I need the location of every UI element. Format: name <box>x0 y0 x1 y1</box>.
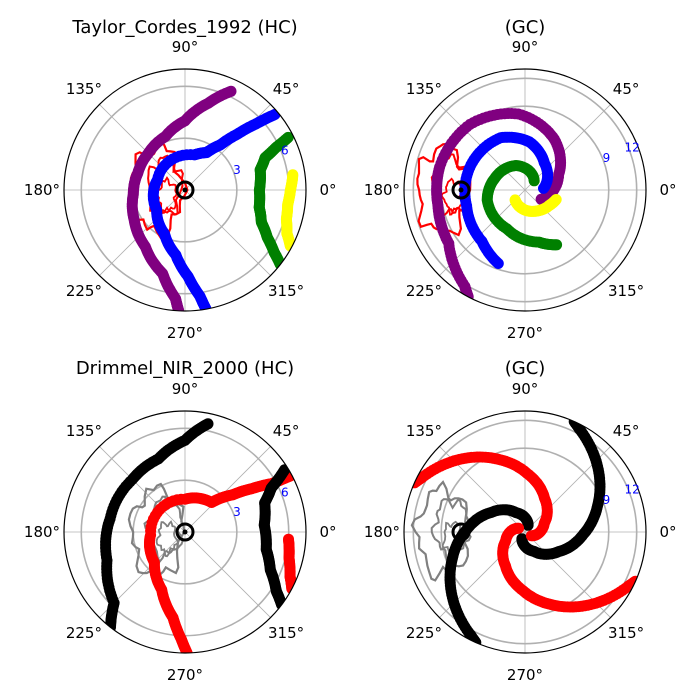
angle-tick-label: 315° <box>608 282 644 300</box>
angle-tick-label: 135° <box>66 422 102 440</box>
angle-tick-label: 0° <box>319 181 336 199</box>
contour-line <box>416 142 472 237</box>
radius-tick-label: 12 <box>625 140 640 154</box>
angle-tick-label: 180° <box>24 523 60 541</box>
angle-tick-label: 0° <box>659 181 676 199</box>
angle-tick-label: 45° <box>273 80 300 98</box>
angle-tick-label: 270° <box>167 324 203 342</box>
radius-tick-label: 9 <box>603 151 611 165</box>
angle-tick-label: 270° <box>507 324 543 342</box>
radius-gridline <box>440 447 610 617</box>
angle-tick-label: 90° <box>512 380 539 398</box>
angle-tick-label: 225° <box>406 282 442 300</box>
angle-tick-label: 0° <box>319 523 336 541</box>
polar-frame <box>63 68 307 312</box>
polar-frame <box>63 410 307 654</box>
panel-title: Drimmel_NIR_2000 (HC) <box>76 358 294 379</box>
polar-axes: 0° 45° 90° 135° 180° 225° 270° 315° 9 12 <box>364 380 677 684</box>
sun-marker <box>175 522 195 542</box>
data-point <box>492 258 504 269</box>
angle-tick-label: 90° <box>172 380 199 398</box>
angle-tick-label: 90° <box>512 38 539 56</box>
radius-gridline <box>412 419 638 645</box>
angle-tick-label: 0° <box>659 523 676 541</box>
sun-marker <box>175 180 195 200</box>
panel-title: Taylor_Cordes_1992 (HC) <box>71 17 297 38</box>
data-point <box>551 239 563 251</box>
radial-gridline <box>184 189 271 276</box>
polar-axes: 0° 45° 90° 135° 180° 225° 270° 315° 3 6 <box>24 380 337 684</box>
angle-tick-label: 315° <box>268 282 304 300</box>
radius-tick-label: 12 <box>625 482 640 496</box>
angle-tick-label: 135° <box>406 80 442 98</box>
radial-gridline <box>524 104 611 191</box>
panel-drimmel-nir-hc: Drimmel_NIR_2000 (HC) 0° 45° 90° 135° 180° 22… <box>24 358 337 684</box>
angle-tick-label: 315° <box>608 624 644 642</box>
radial-gridline <box>99 446 186 533</box>
data-point <box>181 647 193 653</box>
radial-gridline <box>184 446 271 533</box>
angle-tick-label: 180° <box>364 181 400 199</box>
polar-axes: 0° 45° 90° 135° 180° 225° 270° 315° 9 12 <box>364 38 677 342</box>
data-point <box>550 194 562 205</box>
plot-area <box>416 108 567 303</box>
plot-area <box>126 85 299 311</box>
sun-marker <box>451 180 471 200</box>
sun-marker-dot <box>458 187 464 193</box>
radius-gridline <box>412 77 638 303</box>
polar-frame <box>403 410 647 654</box>
radial-gridline <box>99 104 186 191</box>
radial-gridline <box>184 531 271 618</box>
radius-tick-label: 6 <box>281 485 289 499</box>
polar-axes: 0° 45° 90° 135° 180° 225° 270° 315° 3 6 <box>24 38 337 342</box>
angle-tick-label: 45° <box>273 422 300 440</box>
angle-tick-label: 45° <box>613 80 640 98</box>
angle-tick-label: 270° <box>507 666 543 684</box>
polar-frame <box>403 68 647 312</box>
sun-marker-dot <box>458 529 464 535</box>
angle-tick-label: 225° <box>66 282 102 300</box>
angle-tick-label: 180° <box>364 523 400 541</box>
panel-title: (GC) <box>505 17 546 38</box>
sun-marker-dot <box>182 187 188 193</box>
angle-tick-label: 315° <box>268 624 304 642</box>
angle-tick-label: 135° <box>66 80 102 98</box>
plot-area <box>100 418 298 653</box>
radius-tick-label: 6 <box>281 143 289 157</box>
panel-title: (GC) <box>505 358 546 379</box>
angle-tick-label: 90° <box>172 38 199 56</box>
angle-tick-label: 225° <box>66 624 102 642</box>
panel-taylor-cordes-hc: Taylor_Cordes_1992 (HC) 0° 45° 90° 135° 180°… <box>24 17 337 342</box>
radius-tick-label: 9 <box>603 493 611 507</box>
angle-tick-label: 135° <box>406 422 442 440</box>
contour-line <box>155 520 179 558</box>
angle-tick-label: 45° <box>613 422 640 440</box>
angle-tick-label: 225° <box>406 624 442 642</box>
angle-tick-label: 270° <box>167 666 203 684</box>
panel-gc-bottom: (GC) 0° 45° 90° 135° 180° 225° 270° 315° 9 12 <box>364 358 677 684</box>
radius-tick-label: 3 <box>233 163 241 177</box>
panel-gc-top: (GC) 0° 45° 90° 135° 180° 225° 270° 315° 9 12 <box>364 17 677 342</box>
radius-tick-label: 3 <box>233 505 241 519</box>
sun-marker <box>451 522 471 542</box>
sun-marker-dot <box>182 529 188 535</box>
angle-tick-label: 180° <box>24 181 60 199</box>
